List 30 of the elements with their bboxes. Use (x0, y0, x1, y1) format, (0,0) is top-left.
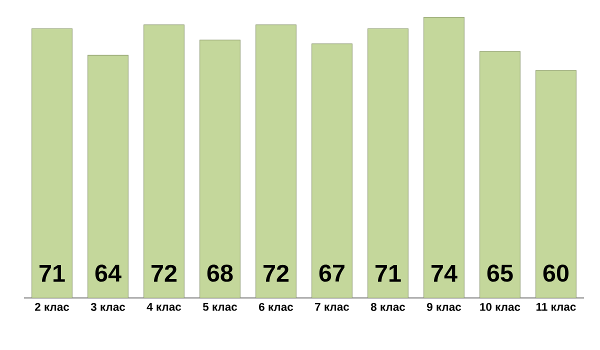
bar (256, 24, 296, 298)
data-label: 65 (487, 264, 513, 282)
data-label: 67 (319, 264, 344, 282)
x-tick-label: 2 клас (35, 302, 70, 311)
data-label: 74 (432, 265, 458, 282)
bar (312, 44, 352, 298)
x-tick-label: 5 клас (202, 302, 238, 311)
x-tick-label: 9 клас (426, 302, 462, 311)
bar (200, 40, 240, 298)
x-tick-label: 6 клас (259, 302, 294, 311)
data-label: 68 (207, 264, 233, 282)
bar (368, 28, 408, 298)
bar (480, 51, 520, 298)
x-tick-label: 8 клас (370, 302, 406, 311)
bar (424, 16, 464, 298)
x-tick-label: 7 клас (315, 302, 350, 311)
data-label: 72 (264, 264, 289, 282)
x-tick-label: 10 клас (480, 302, 520, 311)
bar (88, 54, 128, 298)
bar (536, 70, 576, 298)
data-label: 60 (543, 264, 569, 282)
x-tick-label: 11 клас (536, 302, 576, 311)
x-tick-label: 4 клас (146, 302, 182, 311)
bar (32, 28, 72, 298)
data-label: 64 (95, 264, 122, 282)
data-label: 71 (376, 265, 401, 282)
data-label: 71 (40, 265, 65, 282)
data-label: 72 (152, 264, 177, 282)
x-tick-label: 3 клас (90, 302, 126, 311)
bar (144, 24, 184, 298)
